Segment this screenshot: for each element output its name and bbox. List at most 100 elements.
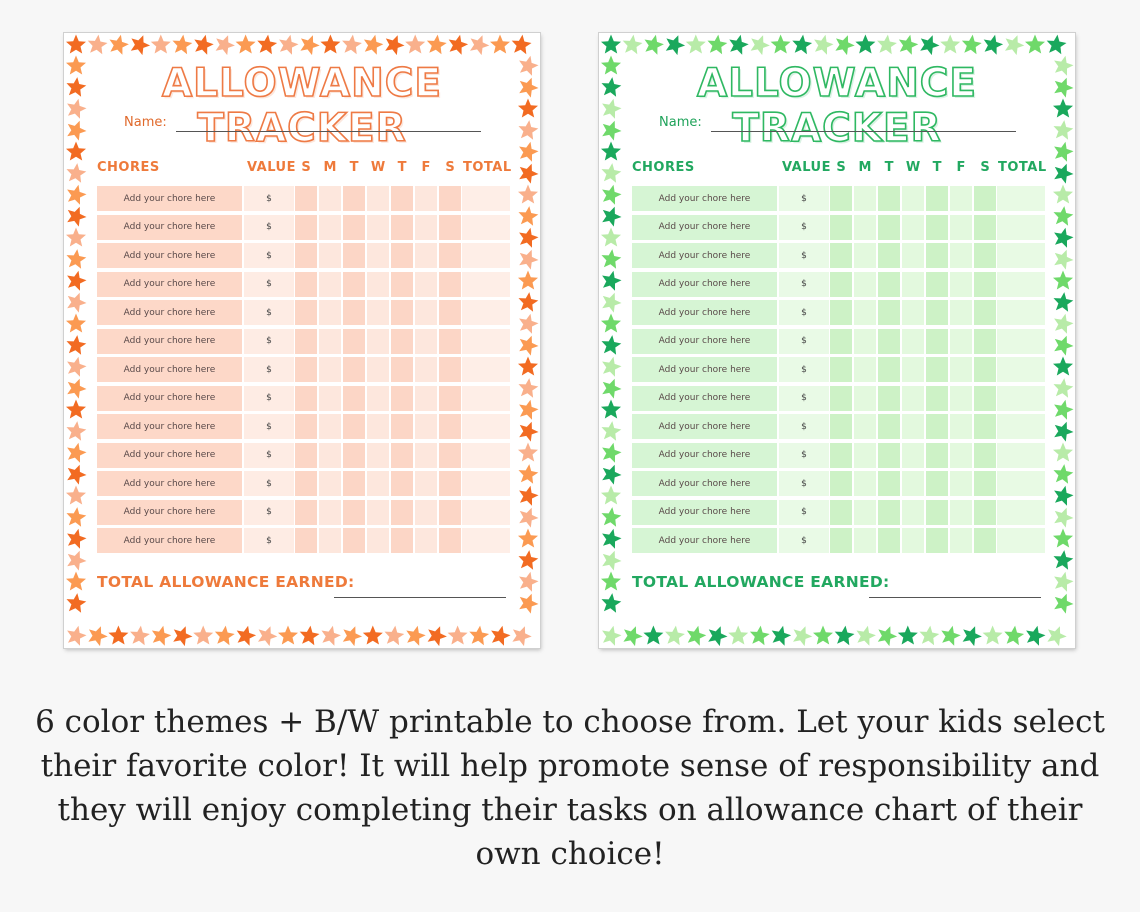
- day-checkbox-cell[interactable]: [343, 328, 365, 354]
- day-checkbox-cell[interactable]: [367, 385, 389, 411]
- value-cell[interactable]: $: [779, 528, 829, 553]
- chore-cell[interactable]: Add your chore here: [632, 214, 777, 240]
- day-checkbox-cell[interactable]: [830, 499, 852, 525]
- day-checkbox-cell[interactable]: [974, 214, 996, 240]
- row-total-cell[interactable]: [997, 499, 1045, 525]
- value-cell[interactable]: $: [779, 414, 829, 439]
- day-checkbox-cell[interactable]: [415, 442, 437, 468]
- chore-cell[interactable]: Add your chore here: [632, 271, 777, 297]
- value-cell[interactable]: $: [779, 328, 829, 354]
- day-checkbox-cell[interactable]: [391, 414, 413, 439]
- day-checkbox-cell[interactable]: [926, 442, 948, 468]
- chore-cell[interactable]: Add your chore here: [632, 414, 777, 439]
- day-checkbox-cell[interactable]: [343, 528, 365, 553]
- day-checkbox-cell[interactable]: [391, 528, 413, 553]
- day-checkbox-cell[interactable]: [926, 271, 948, 297]
- chore-cell[interactable]: Add your chore here: [97, 528, 242, 553]
- day-checkbox-cell[interactable]: [319, 328, 341, 354]
- day-checkbox-cell[interactable]: [391, 499, 413, 525]
- day-checkbox-cell[interactable]: [367, 271, 389, 297]
- row-total-cell[interactable]: [997, 442, 1045, 468]
- day-checkbox-cell[interactable]: [439, 471, 461, 496]
- day-checkbox-cell[interactable]: [439, 385, 461, 411]
- chore-cell[interactable]: Add your chore here: [632, 385, 777, 411]
- day-checkbox-cell[interactable]: [343, 300, 365, 325]
- day-checkbox-cell[interactable]: [878, 243, 900, 268]
- day-checkbox-cell[interactable]: [343, 186, 365, 211]
- day-checkbox-cell[interactable]: [974, 357, 996, 382]
- day-checkbox-cell[interactable]: [950, 243, 972, 268]
- day-checkbox-cell[interactable]: [854, 385, 876, 411]
- day-checkbox-cell[interactable]: [854, 300, 876, 325]
- day-checkbox-cell[interactable]: [295, 499, 317, 525]
- day-checkbox-cell[interactable]: [415, 385, 437, 411]
- value-cell[interactable]: $: [244, 214, 294, 240]
- day-checkbox-cell[interactable]: [902, 300, 924, 325]
- day-checkbox-cell[interactable]: [830, 186, 852, 211]
- day-checkbox-cell[interactable]: [319, 471, 341, 496]
- value-cell[interactable]: $: [779, 471, 829, 496]
- day-checkbox-cell[interactable]: [391, 300, 413, 325]
- day-checkbox-cell[interactable]: [950, 186, 972, 211]
- row-total-cell[interactable]: [462, 528, 510, 553]
- day-checkbox-cell[interactable]: [319, 300, 341, 325]
- day-checkbox-cell[interactable]: [854, 214, 876, 240]
- day-checkbox-cell[interactable]: [974, 414, 996, 439]
- day-checkbox-cell[interactable]: [974, 300, 996, 325]
- value-cell[interactable]: $: [779, 300, 829, 325]
- day-checkbox-cell[interactable]: [295, 300, 317, 325]
- chore-cell[interactable]: Add your chore here: [632, 357, 777, 382]
- chore-cell[interactable]: Add your chore here: [632, 186, 777, 211]
- value-cell[interactable]: $: [244, 186, 294, 211]
- value-cell[interactable]: $: [779, 385, 829, 411]
- day-checkbox-cell[interactable]: [830, 214, 852, 240]
- day-checkbox-cell[interactable]: [295, 385, 317, 411]
- day-checkbox-cell[interactable]: [926, 471, 948, 496]
- day-checkbox-cell[interactable]: [367, 300, 389, 325]
- day-checkbox-cell[interactable]: [878, 328, 900, 354]
- day-checkbox-cell[interactable]: [902, 528, 924, 553]
- day-checkbox-cell[interactable]: [950, 471, 972, 496]
- day-checkbox-cell[interactable]: [319, 243, 341, 268]
- row-total-cell[interactable]: [462, 328, 510, 354]
- day-checkbox-cell[interactable]: [878, 471, 900, 496]
- day-checkbox-cell[interactable]: [319, 528, 341, 553]
- day-checkbox-cell[interactable]: [902, 414, 924, 439]
- chore-cell[interactable]: Add your chore here: [97, 499, 242, 525]
- day-checkbox-cell[interactable]: [974, 271, 996, 297]
- day-checkbox-cell[interactable]: [367, 214, 389, 240]
- day-checkbox-cell[interactable]: [878, 528, 900, 553]
- day-checkbox-cell[interactable]: [319, 414, 341, 439]
- day-checkbox-cell[interactable]: [950, 300, 972, 325]
- day-checkbox-cell[interactable]: [974, 243, 996, 268]
- value-cell[interactable]: $: [779, 214, 829, 240]
- row-total-cell[interactable]: [997, 385, 1045, 411]
- day-checkbox-cell[interactable]: [295, 243, 317, 268]
- chore-cell[interactable]: Add your chore here: [97, 442, 242, 468]
- day-checkbox-cell[interactable]: [926, 499, 948, 525]
- day-checkbox-cell[interactable]: [830, 471, 852, 496]
- row-total-cell[interactable]: [997, 414, 1045, 439]
- day-checkbox-cell[interactable]: [415, 499, 437, 525]
- day-checkbox-cell[interactable]: [878, 414, 900, 439]
- day-checkbox-cell[interactable]: [319, 385, 341, 411]
- value-cell[interactable]: $: [244, 442, 294, 468]
- day-checkbox-cell[interactable]: [415, 528, 437, 553]
- day-checkbox-cell[interactable]: [367, 442, 389, 468]
- day-checkbox-cell[interactable]: [343, 271, 365, 297]
- chore-cell[interactable]: Add your chore here: [97, 471, 242, 496]
- day-checkbox-cell[interactable]: [926, 243, 948, 268]
- day-checkbox-cell[interactable]: [415, 300, 437, 325]
- day-checkbox-cell[interactable]: [415, 357, 437, 382]
- day-checkbox-cell[interactable]: [974, 186, 996, 211]
- day-checkbox-cell[interactable]: [878, 357, 900, 382]
- row-total-cell[interactable]: [462, 214, 510, 240]
- day-checkbox-cell[interactable]: [295, 357, 317, 382]
- value-cell[interactable]: $: [779, 186, 829, 211]
- value-cell[interactable]: $: [779, 442, 829, 468]
- chore-cell[interactable]: Add your chore here: [632, 243, 777, 268]
- day-checkbox-cell[interactable]: [295, 442, 317, 468]
- day-checkbox-cell[interactable]: [439, 499, 461, 525]
- day-checkbox-cell[interactable]: [439, 300, 461, 325]
- day-checkbox-cell[interactable]: [319, 499, 341, 525]
